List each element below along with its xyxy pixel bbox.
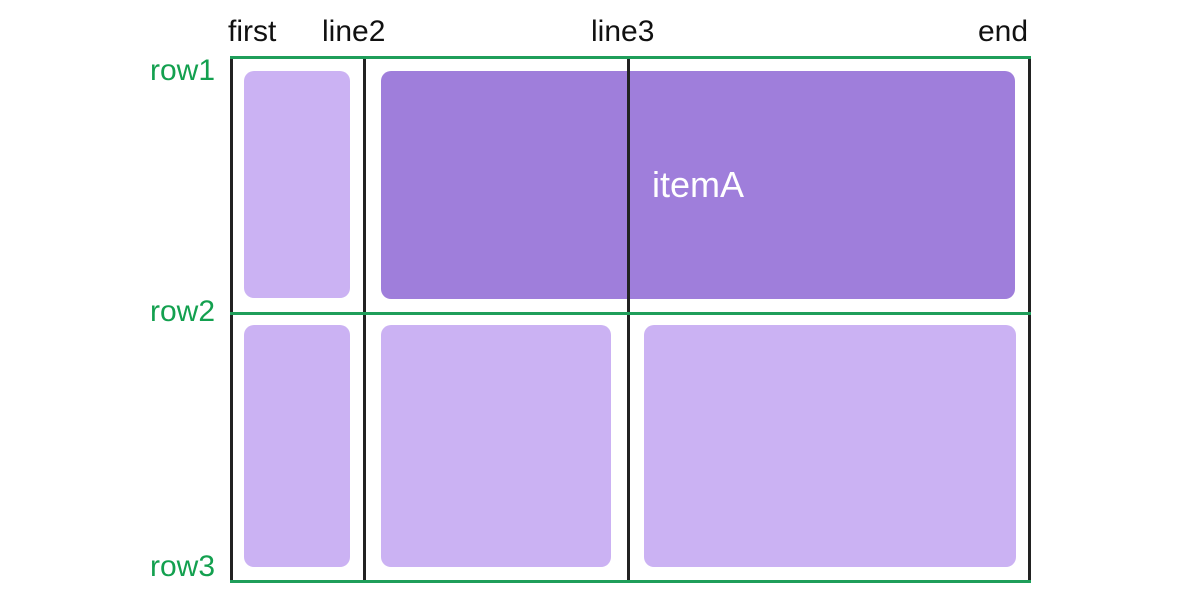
grid-item-itemA (381, 71, 1015, 299)
row-line-label-row1: row1 (150, 54, 216, 87)
row-line-row2 (230, 312, 1031, 315)
column-line-label-line2: line2 (322, 15, 386, 48)
column-line-end (1028, 57, 1031, 583)
grid-cell-row2-col1 (244, 325, 350, 567)
grid-cell-row1-col1 (244, 71, 350, 298)
column-line-label-line3: line3 (591, 15, 655, 48)
column-line-line3 (627, 57, 630, 583)
row-line-label-row2: row2 (150, 295, 216, 328)
row-line-row3 (230, 580, 1031, 583)
grid-cell-row2-col2 (381, 325, 611, 567)
column-line-label-first: first (228, 15, 277, 48)
column-line-line2 (363, 57, 366, 583)
row-line-row1 (230, 56, 1031, 59)
row-line-label-row3: row3 (150, 550, 216, 583)
column-line-label-end: end (978, 15, 1029, 48)
column-line-first (230, 57, 233, 583)
grid-cell-row2-col3 (644, 325, 1016, 567)
grid-item-label: itemA (651, 164, 745, 205)
